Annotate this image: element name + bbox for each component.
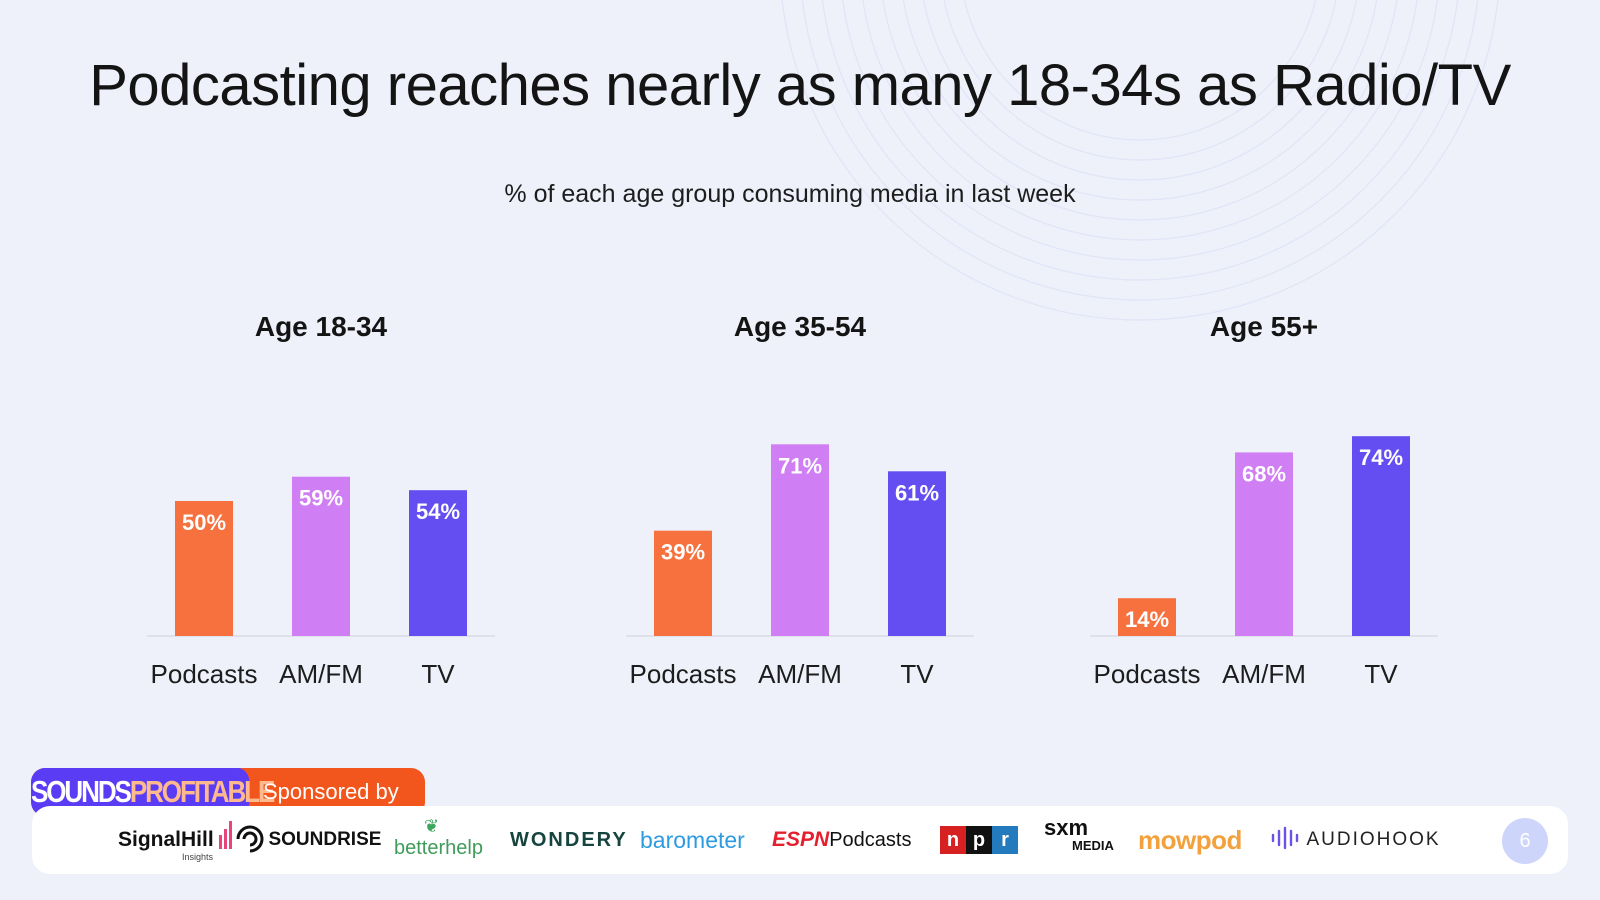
espn-text: ESPN [772,828,830,851]
signalhill-sub: Insights [182,852,214,862]
data-label: 54% [416,499,460,524]
data-label: 14% [1125,607,1169,632]
sxm-text: sxm [1044,815,1089,840]
bar [1235,452,1293,636]
betterhelp-text: betterhelp [394,837,483,859]
npr-r: r [992,825,1018,854]
chart-subtitle: % of each age group consuming media in l… [504,180,1076,208]
page-title: Podcasting reaches nearly as many 18-34s… [89,53,1511,118]
page-number: 6 [1502,818,1548,864]
barometer-logo[interactable]: barometer [640,806,745,874]
espn-podcasts-logo[interactable]: ESPNPodcasts [772,806,911,874]
bar [654,530,712,636]
soundrise-icon [236,825,264,853]
chart-title: Age 55+ [1210,311,1318,342]
data-label: 74% [1359,445,1403,470]
category-label: TV [421,659,455,689]
category-label: Podcasts [151,659,258,689]
category-label: AM/FM [1222,659,1306,689]
npr-p: p [966,825,992,854]
bar [771,444,829,636]
audiohook-icon [1271,826,1299,850]
category-label: TV [1364,659,1398,689]
category-label: AM/FM [279,659,363,689]
sponsored-by-label: Sponsored by [263,779,399,804]
bar [1118,598,1176,636]
category-label: AM/FM [758,659,842,689]
barometer-text: barometer [640,827,745,853]
category-label: Podcasts [630,659,737,689]
signal-bars-icon [219,821,233,849]
bar [888,471,946,636]
mowpod-text: mowpod [1138,825,1242,855]
bar [409,490,467,636]
bar [292,476,350,636]
data-label: 71% [778,453,822,478]
wondery-logo[interactable]: WONDERY [510,806,628,874]
bar [175,501,233,636]
sxm-media-text: MEDIA [1072,838,1114,853]
audiohook-logo[interactable]: AUDIOHOOK [1270,806,1441,874]
wondery-text: WONDERY [510,829,628,851]
data-label: 50% [182,510,226,535]
bar [1352,436,1410,636]
category-label: Podcasts [1094,659,1201,689]
data-label: 61% [895,480,939,505]
espn-podcasts-text: Podcasts [829,829,912,851]
betterhelp-logo[interactable]: ❦ betterhelp [394,806,483,874]
soundrise-logo[interactable]: SOUNDRISE [236,806,381,874]
chart-title: Age 18-34 [255,311,388,342]
audiohook-text: AUDIOHOOK [1306,829,1441,850]
category-label: TV [900,659,934,689]
soundrise-text: SOUNDRISE [268,829,382,850]
signalhill-logo[interactable]: SignalHill Insights [118,806,235,874]
brand-profitable: PROFITABLE [129,774,276,809]
sponsor-logo-bar: SignalHill Insights SOUNDRISE ❦ betterhe… [32,806,1568,874]
mowpod-logo[interactable]: mowpod [1138,806,1242,874]
npr-n: n [940,825,966,854]
chart-title: Age 35-54 [734,311,867,342]
leaf-icon: ❦ [424,816,440,836]
data-label: 39% [661,540,705,565]
brand-sounds: SOUNDS [31,774,132,809]
data-label: 68% [1242,461,1286,486]
signalhill-text: SignalHill [118,828,214,851]
data-label: 59% [299,486,343,511]
